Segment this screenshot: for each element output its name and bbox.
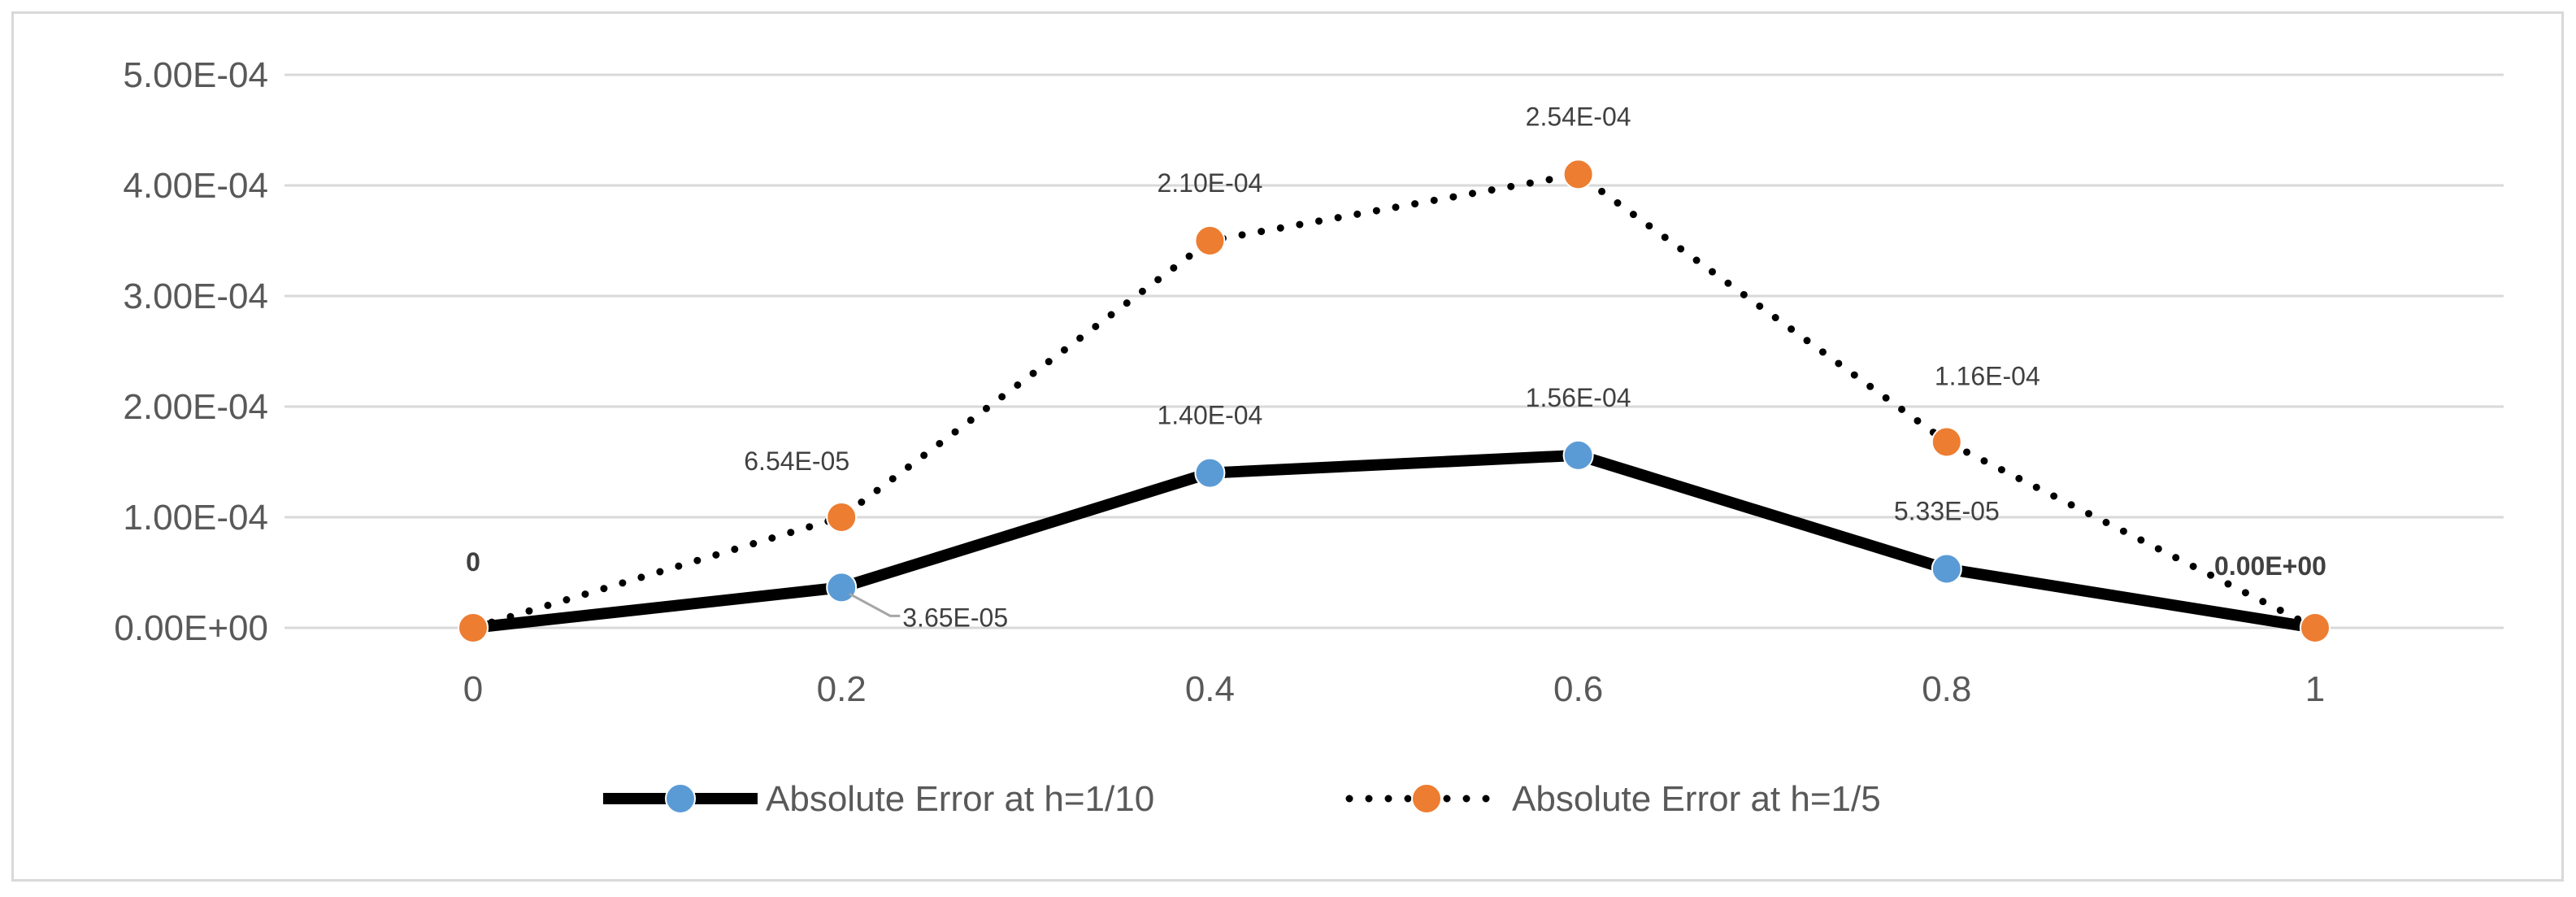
- data-point: [826, 502, 858, 533]
- series-layer: [458, 159, 2331, 643]
- x-tick-label: 0.8: [1922, 669, 1971, 709]
- data-point: [458, 612, 489, 643]
- series-line: [469, 170, 2319, 632]
- leader-line: [849, 593, 901, 617]
- data-point: [1931, 553, 1962, 585]
- data-point: [2300, 612, 2331, 643]
- x-tick-label: 1: [2305, 669, 2325, 709]
- data-point: [1931, 426, 1962, 458]
- x-axis: 0 0.2 0.4 0.6 0.8 1: [463, 669, 2325, 709]
- data-label: 3.65E-05: [902, 603, 1008, 632]
- y-tick-label: 2.00E-04: [123, 387, 268, 427]
- legend-marker: [665, 783, 696, 814]
- data-label: 0: [466, 547, 480, 577]
- data-label: 1.16E-04: [1935, 362, 2040, 391]
- grid-layer: [285, 73, 2504, 629]
- series-line: [472, 449, 2317, 634]
- y-tick-label: 0.00E+00: [114, 608, 268, 648]
- data-label: 0.00E+00: [2214, 551, 2326, 581]
- x-tick-label: 0.4: [1185, 669, 1235, 709]
- data-label: 2.10E-04: [1157, 168, 1262, 198]
- x-tick-label: 0.2: [817, 669, 867, 709]
- data-point: [1562, 159, 1594, 190]
- data-label-layer: 0 3.65E-05 1.40E-04 1.56E-04 5.33E-05 6.54E-0…: [466, 102, 2326, 632]
- data-label: 1.40E-04: [1157, 401, 1262, 430]
- x-tick-label: 0.6: [1553, 669, 1603, 709]
- legend-label: Absolute Error at h=1/5: [1512, 779, 1881, 819]
- data-label: 5.33E-05: [1894, 497, 2000, 526]
- y-tick-label: 1.00E-04: [123, 498, 268, 538]
- y-tick-label: 5.00E-04: [123, 55, 268, 95]
- legend: Absolute Error at h=1/10 Absolute Error a…: [603, 779, 1881, 819]
- legend-marker: [1411, 783, 1442, 814]
- data-point: [826, 572, 858, 603]
- legend-label: Absolute Error at h=1/10: [766, 779, 1154, 819]
- data-label: 2.54E-04: [1526, 102, 1631, 131]
- y-tick-label: 3.00E-04: [123, 277, 268, 316]
- data-label: 6.54E-05: [744, 446, 849, 476]
- y-axis: 0.00E+00 1.00E-04 2.00E-04 3.00E-04 4.00E-04…: [114, 55, 268, 648]
- y-tick-label: 4.00E-04: [123, 166, 268, 206]
- data-point: [1194, 225, 1226, 256]
- data-label: 1.56E-04: [1526, 383, 1631, 412]
- data-point: [1562, 439, 1594, 471]
- chart-frame: [11, 11, 2564, 882]
- x-tick-label: 0: [463, 669, 483, 709]
- data-point: [1194, 457, 1226, 489]
